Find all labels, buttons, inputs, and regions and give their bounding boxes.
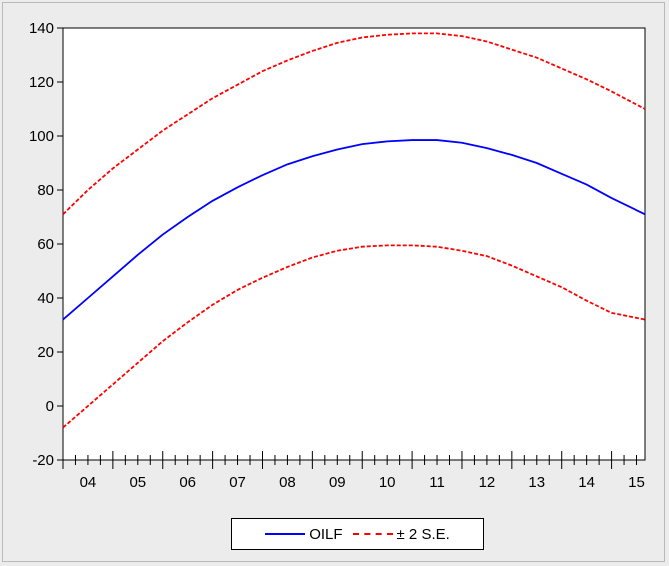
x-axis: 04 05 06 07 08 09 10 11 12 13 14 15 [62,451,645,491]
x-tick-label: 10 [379,474,396,491]
x-tick-label: 09 [329,474,346,491]
x-tick-label: 06 [179,474,196,491]
series-line-0 [62,139,646,321]
y-tick-label: 40 [37,290,54,307]
x-tick-label: 13 [528,474,545,491]
y-tick-label: 140 [29,20,54,37]
y-axis: 140 120 100 80 60 40 20 0 -20 [29,20,63,469]
legend-swatch-oilf [265,533,306,535]
series-layer [62,32,646,429]
y-tick-label: -20 [32,452,54,469]
y-tick-label: 100 [29,128,54,145]
x-tick-label: 11 [429,474,445,491]
x-tick-label: 08 [279,474,296,491]
x-tick-label: 05 [129,474,146,491]
x-tick-label: 14 [578,474,595,491]
x-tick-label: 04 [80,474,97,491]
y-tick-label: 80 [37,182,54,199]
series-line-1 [62,32,646,215]
legend: OILF ± 2 S.E. [231,518,484,550]
y-tick-label: 0 [46,398,54,415]
legend-swatch-se [352,533,393,535]
x-tick-label: 15 [628,474,645,491]
y-tick-label: 20 [37,344,54,361]
legend-item-se: ± 2 S.E. [352,525,450,543]
legend-label-oilf: OILF [309,525,343,543]
series-line-2 [62,244,646,429]
x-tick-label: 07 [229,474,246,491]
plot-area [62,27,646,461]
line-chart: 140 120 100 80 60 40 20 0 -20 04 05 06 07 08 09 10 11 12… [29,20,646,491]
y-tick-label: 60 [37,236,54,253]
y-tick-label: 120 [29,74,54,91]
legend-item-oilf: OILF [265,525,343,543]
x-tick-label: 12 [479,474,496,491]
legend-label-se: ± 2 S.E. [396,525,450,543]
